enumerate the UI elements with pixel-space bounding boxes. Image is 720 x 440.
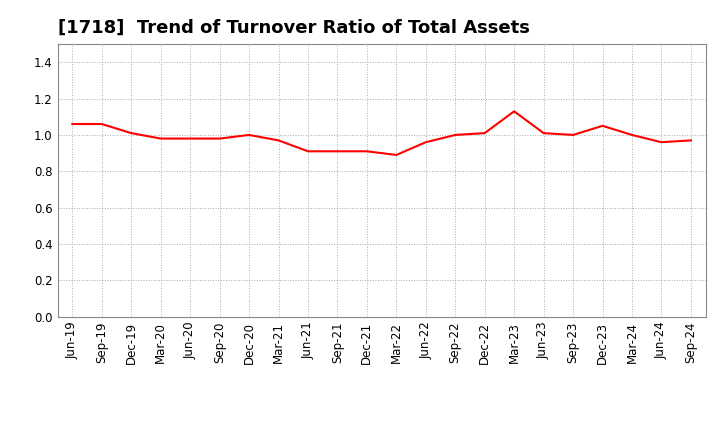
Text: [1718]  Trend of Turnover Ratio of Total Assets: [1718] Trend of Turnover Ratio of Total … xyxy=(58,19,529,37)
